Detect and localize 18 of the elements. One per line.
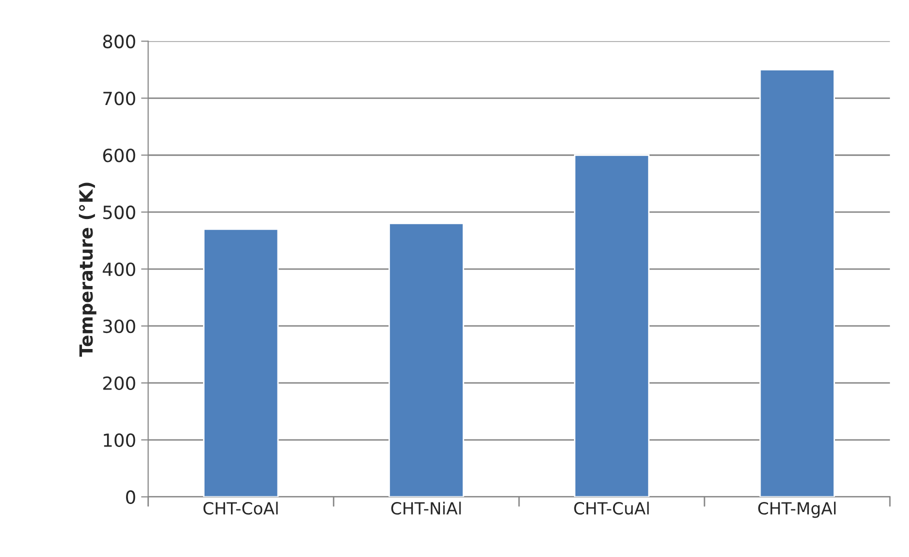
y-tick-label: 100 (104, 433, 136, 448)
y-tick-label: 700 (103, 92, 136, 106)
bar (203, 228, 279, 497)
x-tick-label: CHT-MgAl (758, 502, 836, 518)
y-tick-label: 300 (103, 319, 136, 334)
y-tick-label: 800 (103, 34, 136, 48)
x-tick-label: CHT-CuAl (574, 502, 649, 515)
y-tick-label: 500 (103, 206, 136, 220)
x-tick-label: CHT-CoAl (203, 502, 278, 515)
bar (388, 222, 464, 497)
y-tick-label: 0 (126, 490, 136, 504)
x-tick-label: CHT-NiAl (391, 502, 461, 515)
y-tick-label: 400 (102, 262, 136, 276)
y-tick-label: 200 (103, 376, 136, 390)
y-axis-title: Temperature (°K) (78, 182, 96, 357)
bar (759, 69, 835, 497)
bar (574, 154, 650, 497)
y-tick-label: 600 (103, 148, 136, 162)
